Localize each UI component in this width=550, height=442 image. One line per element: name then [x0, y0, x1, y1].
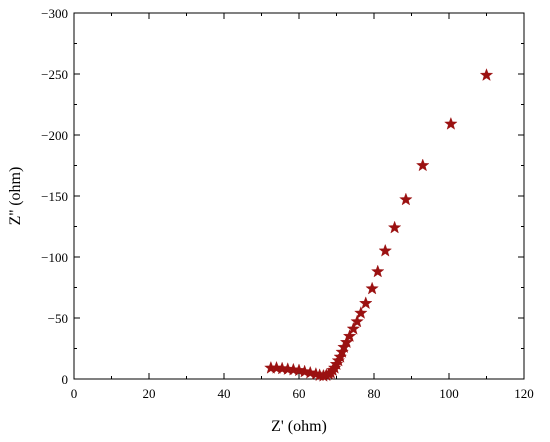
x-tick-label: 80	[368, 386, 381, 401]
data-point	[399, 192, 413, 206]
y-tick-label: −200	[41, 128, 68, 143]
data-point	[444, 116, 458, 130]
data-point	[479, 68, 494, 81]
x-tick-label: 40	[218, 386, 231, 401]
y-axis-title: Z'' (ohm)	[7, 167, 24, 226]
x-tick-label: 0	[71, 386, 78, 401]
y-tick-label: −50	[48, 311, 68, 326]
data-point	[387, 220, 402, 234]
y-tick-label: −300	[41, 6, 68, 21]
y-tick-label: −250	[41, 67, 68, 82]
data-points	[264, 68, 494, 382]
y-tick-label: 0	[62, 372, 69, 387]
y-tick-label: −150	[41, 189, 68, 204]
y-axis-ticks: 0 −50 −100 −150 −200 −250 −300	[41, 6, 524, 387]
plot-frame	[73, 12, 525, 380]
data-point	[416, 158, 430, 172]
data-point	[378, 243, 392, 257]
data-point	[365, 281, 379, 295]
data-point	[359, 296, 373, 310]
x-axis-title: Z' (ohm)	[271, 418, 327, 435]
x-tick-label: 120	[514, 386, 534, 401]
data-point	[354, 306, 368, 319]
x-tick-label: 20	[143, 386, 156, 401]
y-tick-label: −100	[41, 250, 68, 265]
x-tick-label: 60	[293, 386, 306, 401]
data-point	[346, 321, 361, 335]
x-tick-label: 100	[439, 386, 459, 401]
x-axis-ticks: 0 20 40 60 80 100 120	[71, 13, 534, 401]
data-point	[342, 329, 357, 343]
data-point	[350, 314, 364, 328]
data-point	[371, 264, 385, 278]
